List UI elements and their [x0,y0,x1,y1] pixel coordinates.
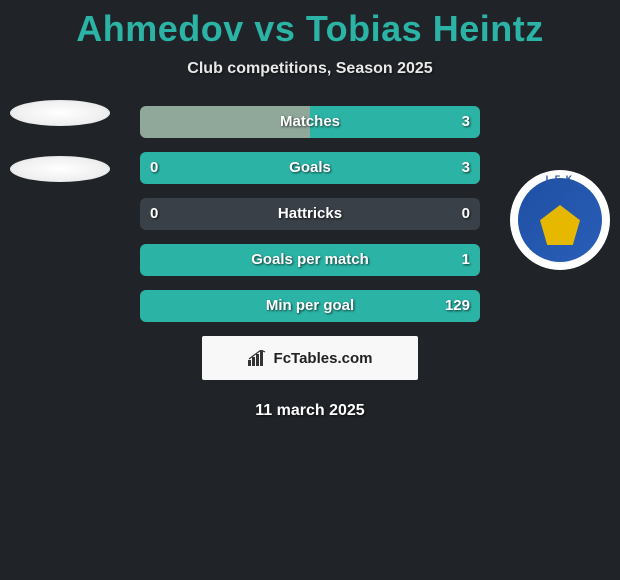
stat-right-value: 3 [462,152,470,184]
player-left-oval-1 [10,100,110,126]
stat-row-hattricks: 0 Hattricks 0 [140,198,480,230]
stat-row-goals: 0 Goals 3 [140,152,480,184]
watermark: FcTables.com [202,336,418,380]
club-badge-circle: I.F.K [510,170,610,270]
stat-right-value: 129 [445,290,470,322]
player-left-badges [10,100,110,200]
stat-right-value: 0 [462,198,470,230]
stat-label: Goals per match [140,244,480,276]
subtitle: Club competitions, Season 2025 [0,60,620,78]
stat-right-value: 3 [462,106,470,138]
page-title: Ahmedov vs Tobias Heintz [0,0,620,50]
watermark-text: FcTables.com [274,350,373,367]
stats-container: Matches 3 0 Goals 3 0 Hattricks 0 Goals … [140,106,480,322]
stat-label: Min per goal [140,290,480,322]
player-left-oval-2 [10,156,110,182]
player-right-club-badge: I.F.K [510,170,610,270]
stat-label: Matches [140,106,480,138]
stat-right-value: 1 [462,244,470,276]
stat-row-matches: Matches 3 [140,106,480,138]
date-text: 11 march 2025 [0,402,620,420]
stat-row-goals-per-match: Goals per match 1 [140,244,480,276]
stat-label: Goals [140,152,480,184]
stat-label: Hattricks [140,198,480,230]
chart-icon [248,350,268,366]
stat-row-min-per-goal: Min per goal 129 [140,290,480,322]
